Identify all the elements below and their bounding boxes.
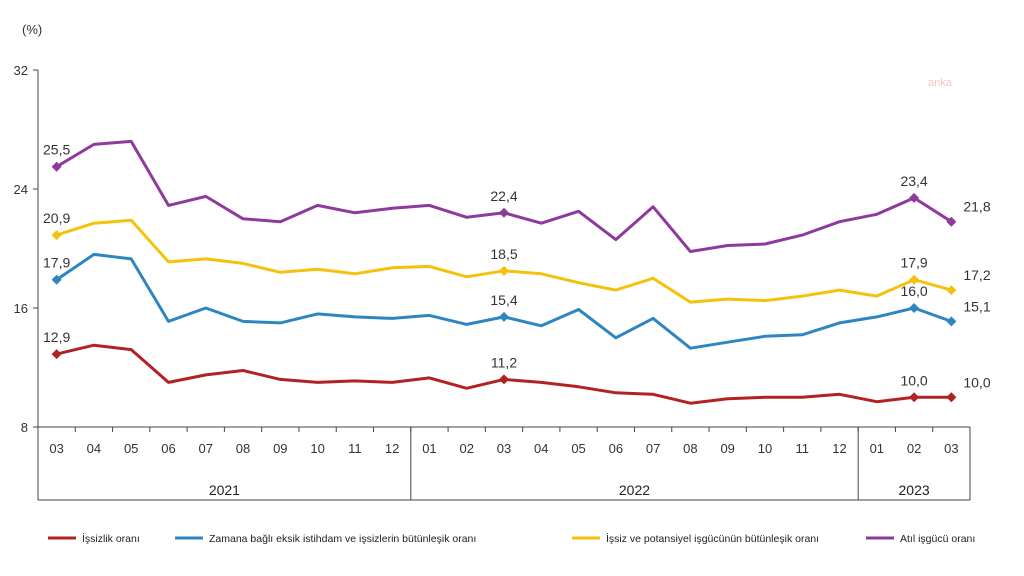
data-point-marker [499, 265, 509, 276]
x-tick-label: 07 [199, 441, 213, 456]
legend-label: İşsizlik oranı [82, 532, 140, 545]
x-tick-label: 04 [87, 441, 101, 456]
x-tick-label: 06 [161, 441, 175, 456]
data-point-marker [51, 274, 62, 285]
data-point-marker [909, 192, 920, 203]
x-tick-label: 01 [870, 441, 884, 456]
series-layer [51, 139, 957, 405]
data-label: 17,9 [900, 255, 927, 271]
data-label: 22,4 [490, 188, 517, 204]
x-tick-label: 06 [609, 441, 623, 456]
year-label: 2021 [209, 482, 240, 498]
data-point-marker [909, 274, 920, 285]
x-tick-label: 05 [124, 441, 138, 456]
y-tick-label: 8 [21, 420, 28, 435]
x-tick-label: 09 [720, 441, 734, 456]
legend: İşsizlik oranı Zamana bağlı eksik istihda… [48, 532, 975, 545]
data-label: 20,9 [43, 210, 70, 226]
data-point-marker [499, 207, 509, 218]
x-tick-label: 08 [683, 441, 697, 456]
data-label: 17,9 [43, 255, 70, 271]
x-tick-label: 11 [348, 441, 362, 456]
data-point-marker [499, 311, 509, 322]
y-tick-label: 24 [14, 182, 28, 197]
x-tick-label: 07 [646, 441, 660, 456]
x-tick-label: 02 [459, 441, 473, 456]
y-tick-label: 32 [14, 63, 28, 78]
data-labels-layer: 12,9 11,2 10,0 10,0 17,9 15,4 16,0 15,1 20,9 18,5… [43, 142, 991, 391]
x-tick-label: 12 [385, 441, 399, 456]
y-tick-label: 16 [14, 301, 28, 316]
data-point-marker [909, 303, 920, 313]
data-label: 10,0 [963, 374, 990, 390]
data-label: 17,2 [963, 267, 990, 283]
x-tick-label: 04 [534, 441, 548, 456]
y-axis-unit-label: (%) [22, 22, 42, 37]
x-tick-label: 10 [310, 441, 324, 456]
x-tick-label: 09 [273, 441, 287, 456]
x-tick-label: 12 [832, 441, 846, 456]
data-point-marker [499, 374, 509, 385]
x-tick-label: 03 [497, 441, 511, 456]
x-tick-label: 03 [49, 441, 63, 456]
data-point-marker [51, 230, 62, 241]
data-point-marker [946, 216, 957, 227]
data-point-marker [946, 285, 957, 296]
data-label: 15,1 [963, 298, 990, 314]
data-point-marker [51, 349, 62, 360]
data-point-marker [51, 161, 62, 172]
watermark: anka [928, 77, 953, 89]
year-label: 2023 [899, 482, 930, 498]
data-label: 15,4 [490, 292, 517, 308]
data-label: 11,2 [491, 354, 517, 370]
x-tick-label: 11 [795, 441, 809, 456]
data-label: 16,0 [900, 283, 927, 299]
x-tick-label: 10 [758, 441, 772, 456]
legend-label: İşsiz ve potansiyel işgücünün bütünleşik… [606, 532, 819, 545]
axes: 8 16 24 32 03 04 05 06 07 08 09 10 11 12 01 02 03 04 05 06 0… [14, 63, 971, 501]
data-point-marker [946, 316, 957, 327]
x-tick-label: 01 [422, 441, 436, 456]
data-point-marker [909, 392, 920, 403]
data-label: 23,4 [900, 173, 927, 189]
x-tick-label: 02 [907, 441, 921, 456]
x-tick-label: 08 [236, 441, 250, 456]
x-tick-label: 03 [944, 441, 958, 456]
data-label: 10,0 [900, 372, 927, 388]
data-label: 21,8 [963, 199, 990, 215]
data-label: 18,5 [490, 246, 517, 262]
x-tick-label: 05 [571, 441, 585, 456]
legend-label: Atıl işgücü oranı [900, 533, 975, 545]
data-point-marker [946, 392, 957, 403]
year-label: 2022 [619, 482, 650, 498]
legend-label: Zamana bağlı eksik istihdam ve işsizleri… [209, 533, 476, 545]
data-label: 12,9 [43, 329, 70, 345]
data-label: 25,5 [43, 142, 70, 158]
